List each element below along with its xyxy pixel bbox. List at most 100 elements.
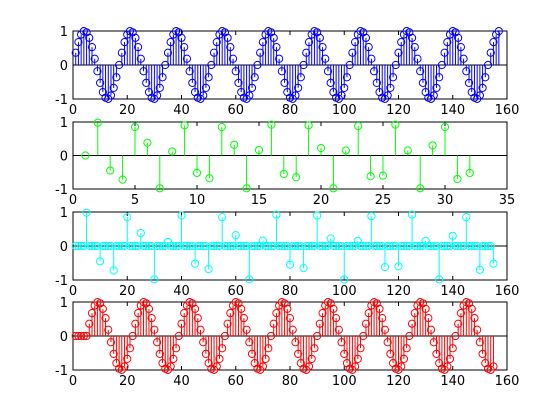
stem-marker (467, 241, 476, 251)
stem-marker (104, 241, 113, 251)
stem-marker (196, 241, 205, 251)
stem-marker (486, 48, 495, 57)
stem-marker (79, 241, 88, 251)
stem-marker (120, 362, 129, 371)
stem-marker (318, 43, 327, 52)
stem-marker (428, 141, 437, 150)
stem-marker (353, 236, 362, 245)
stem-marker (464, 78, 474, 87)
stem-marker (435, 275, 444, 284)
stem-marker (104, 325, 113, 334)
stem-marker (253, 241, 262, 251)
stem-marker (388, 241, 398, 251)
stem-marker (348, 241, 357, 251)
stem-marker (296, 73, 305, 82)
stem-marker (405, 331, 414, 341)
stem-marker (426, 325, 436, 334)
stem-marker (201, 241, 211, 251)
stem-marker (418, 241, 428, 251)
stem-marker (77, 241, 86, 251)
stem-marker (291, 338, 300, 347)
stem-marker (489, 37, 498, 47)
stem-marker (426, 241, 436, 251)
stem-marker (230, 140, 239, 149)
stem-marker (275, 54, 284, 63)
stem-marker (478, 83, 487, 93)
stem-marker (332, 314, 341, 323)
x-tick-label: 5 (131, 193, 139, 208)
x-tick-label: 20 (313, 193, 330, 208)
stem-marker (253, 60, 262, 70)
stem-marker (356, 344, 365, 353)
stem-marker (201, 349, 211, 358)
stem-marker (193, 314, 202, 323)
stem-marker (388, 73, 398, 82)
x-tick-label: 15 (251, 193, 268, 208)
stem-marker (177, 33, 186, 42)
stem-marker (386, 83, 395, 93)
stem-marker (467, 304, 476, 313)
stem-marker (223, 319, 232, 328)
stem-marker (440, 122, 450, 132)
subplot-4-red-stem: 0 20 40 60 80 100 120 140 160-101 (55, 296, 519, 389)
stem-marker (337, 91, 346, 100)
stem-marker (361, 33, 371, 42)
y-tick-label: 0 (60, 330, 68, 345)
stem-marker (98, 304, 107, 313)
stem-marker (115, 60, 124, 70)
stem-marker (218, 213, 227, 222)
stem-marker (315, 319, 324, 328)
stem-marker (424, 241, 433, 251)
stem-marker (459, 241, 468, 251)
subplot-1-blue-stem: 0 20 40 60 80 100 120 140 160-101 (55, 25, 519, 118)
stem-marker (361, 319, 371, 328)
x-tick-label: 60 (227, 284, 244, 299)
stem-marker (82, 208, 91, 217)
stem-marker (152, 241, 162, 251)
stem-marker (131, 241, 140, 251)
stem-marker (285, 260, 295, 269)
x-tick-label: 100 (332, 103, 357, 118)
stem-marker (190, 304, 200, 313)
stem-marker (231, 231, 240, 240)
stem-marker (155, 83, 164, 93)
stem-marker (250, 241, 259, 251)
stem-marker (483, 241, 493, 251)
stem-marker (228, 241, 238, 251)
stem-marker (185, 67, 194, 76)
stem-marker (383, 91, 392, 100)
y-tick-label: 0 (60, 240, 68, 255)
stem-marker (364, 308, 373, 318)
stem-marker (120, 241, 129, 251)
stem-marker (207, 60, 216, 70)
stem-marker (407, 33, 417, 42)
stem-marker (454, 33, 463, 42)
stem-marker (416, 241, 425, 251)
stem-marker (226, 241, 235, 251)
stem-marker (351, 37, 360, 47)
stem-marker (410, 308, 419, 318)
stem-marker (109, 266, 118, 275)
stem-marker (418, 78, 428, 87)
x-tick-label: 35 (499, 193, 516, 208)
stem-marker (207, 241, 216, 251)
stem-marker (310, 241, 319, 251)
stem-marker (267, 120, 276, 129)
stem-marker (478, 349, 487, 358)
stem-marker (152, 91, 162, 100)
x-tick-label: 60 (227, 374, 244, 389)
stem-marker (475, 265, 484, 274)
stem-marker (440, 48, 449, 57)
stem-marker (166, 241, 175, 251)
stem-marker (367, 211, 376, 221)
stem-marker (128, 331, 137, 341)
stem-marker (351, 362, 360, 371)
stem-marker (283, 304, 292, 313)
stem-marker (483, 60, 493, 70)
stem-marker (120, 37, 129, 47)
stem-marker (264, 344, 273, 353)
x-tick-label: 80 (282, 374, 299, 389)
y-tick-label: -1 (55, 93, 68, 108)
stem-marker (261, 354, 270, 364)
x-tick-label: 160 (495, 374, 520, 389)
